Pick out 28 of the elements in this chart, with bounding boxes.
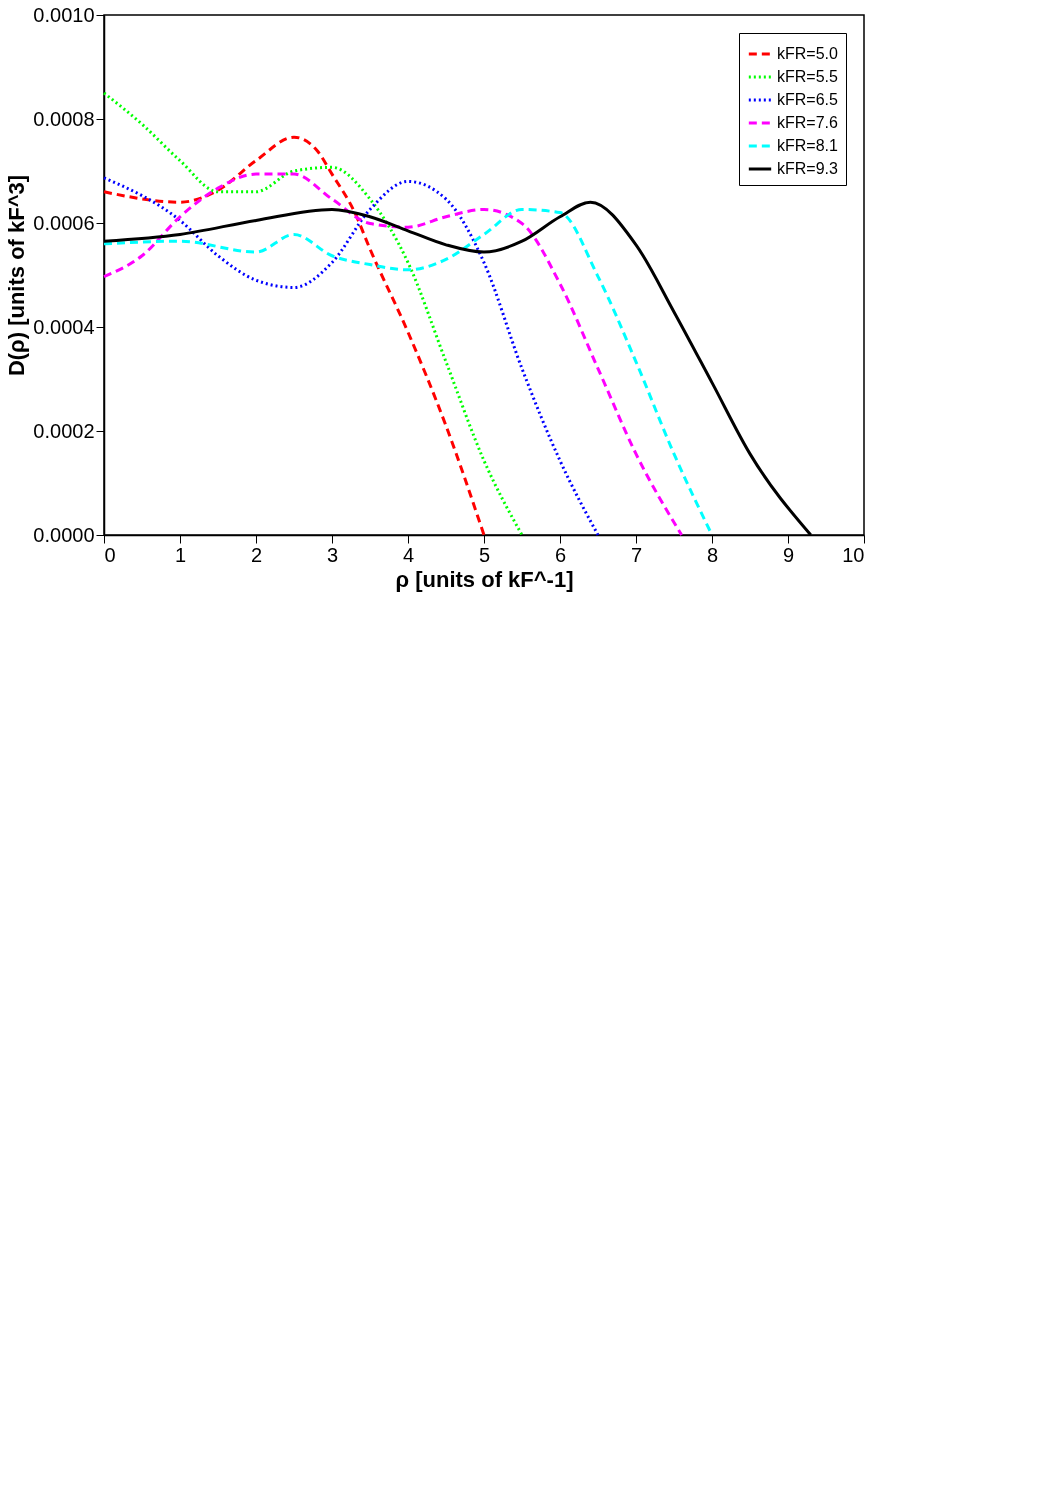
y-tick-label: 0.0004 <box>33 315 95 338</box>
legend-label: kFR=6.5 <box>777 91 839 108</box>
x-tick-label: 1 <box>174 543 187 566</box>
y-tick-label: 0.0000 <box>33 523 95 546</box>
legend-label: kFR=5.0 <box>777 45 839 62</box>
y-tick-label: 0.0010 <box>33 3 95 26</box>
x-tick-label: 7 <box>630 543 643 566</box>
line-series <box>102 135 486 537</box>
x-tick-label: 6 <box>554 543 567 566</box>
x-axis-title: ρ [units of kF^-1] <box>395 566 574 592</box>
x-tick-label: 0 <box>104 543 116 566</box>
legend-label: kFR=8.1 <box>777 137 839 154</box>
line-series <box>102 176 600 537</box>
y-tick-label: 0.0006 <box>33 211 95 234</box>
x-tick-label: 3 <box>326 543 339 566</box>
line-series <box>102 91 524 537</box>
x-tick-label: 9 <box>782 543 795 566</box>
x-tick-label: 2 <box>250 543 263 566</box>
x-tick-label: 5 <box>478 543 491 566</box>
x-tick-label: 10 <box>842 543 865 566</box>
legend-label: kFR=5.5 <box>777 68 839 85</box>
legend-label: kFR=7.6 <box>777 114 839 131</box>
x-tick-label: 4 <box>402 543 415 566</box>
x-tick-label: 8 <box>706 543 719 566</box>
y-tick-label: 0.0002 <box>33 419 95 442</box>
y-tick-label: 0.0008 <box>33 107 95 130</box>
y-axis-title: D(ρ) [units of kF^3] <box>4 174 30 377</box>
legend-label: kFR=9.3 <box>777 160 839 177</box>
